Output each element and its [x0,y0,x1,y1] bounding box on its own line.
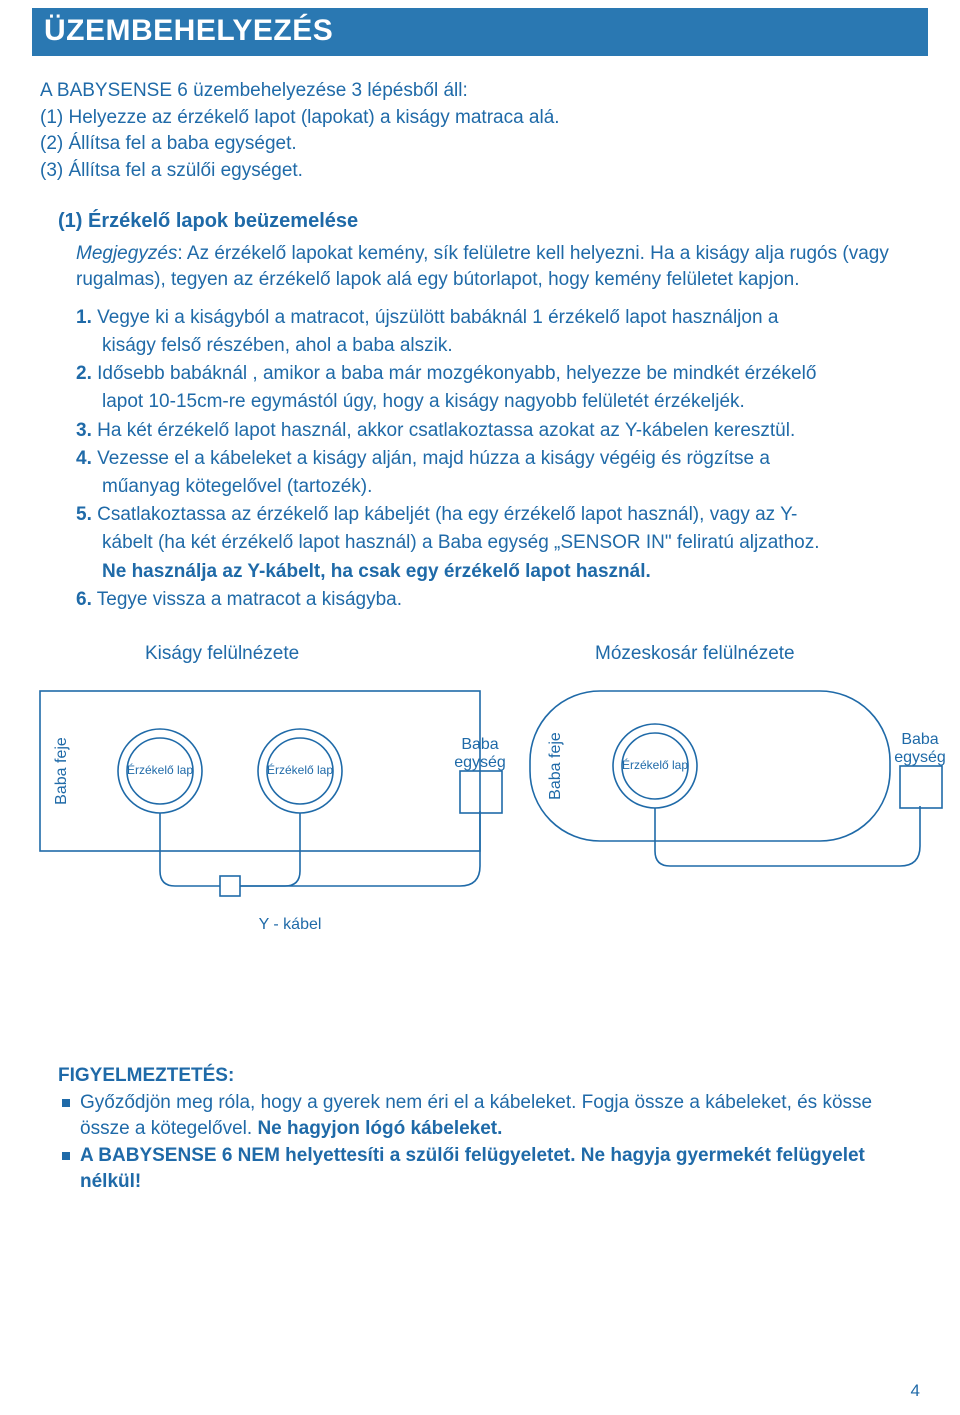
step-4-num: 4. [76,448,92,469]
crib-diagram: Baba feje Érzékelő lap Érzékelő lap Baba… [30,671,530,991]
baby-unit-label-right-1: Baba [901,731,938,748]
step-1-b: kiságy felső részében, ahol a baba alszi… [76,333,902,359]
warning-1-b: Ne hagyjon lógó kábeleket. [257,1118,502,1139]
step-3-a: Ha két érzékelő lapot használ, akkor csa… [92,420,795,441]
sensor-label-2: Érzékelő lap [267,762,333,777]
step-5-b: kábelt (ha két érzékelő lapot használ) a… [76,530,902,556]
step-1-num: 1. [76,307,92,328]
step-5-num: 5. [76,504,92,525]
baby-unit-label-right-2: egység [894,749,946,766]
y-cable-label: Y - kábel [259,916,322,933]
step-2-num: 2. [76,363,92,384]
baby-head-label-left: Baba feje [53,737,70,805]
intro-line-2: (1) Helyezze az érzékelő lapot (lapokat)… [40,105,920,132]
crib-title: Kiságy felülnézete [145,643,299,665]
diagrams-area: Kiságy felülnézete Mózeskosár felülnézet… [40,643,920,1003]
step-6-num: 6. [76,589,92,610]
warning-bullet-1: Győződjön meg róla, hogy a gyerek nem ér… [58,1090,910,1143]
section-1-note: Megjegyzés: Az érzékelő lapokat kemény, … [76,241,902,292]
title-bar: ÜZEMBEHELYEZÉS [32,8,928,56]
page-number: 4 [911,1381,920,1401]
step-1-a: Vegye ki a kiságyból a matracot, újszülö… [92,307,779,328]
steps-list: 1. Vegye ki a kiságyból a matracot, újsz… [76,305,902,613]
intro-line-1: A BABYSENSE 6 üzembehelyezése 3 lépésből… [40,78,920,105]
baby-unit-label-left-2: egység [454,754,506,771]
note-text: : Az érzékelő lapokat kemény, sík felüle… [76,243,889,290]
note-label: Megjegyzés [76,243,177,264]
basket-diagram: Baba feje Érzékelő lap Baba egység [520,671,960,891]
warning-heading: FIGYELMEZTETÉS: [58,1063,910,1090]
warning-2-a: A BABYSENSE 6 NEM helyettesíti a szülői … [80,1145,865,1193]
step-6-a: Tegye vissza a matracot a kiságyba. [92,589,402,610]
step-2-a: Idősebb babáknál , amikor a baba már moz… [92,363,817,384]
warning-block: FIGYELMEZTETÉS: Győződjön meg róla, hogy… [58,1063,910,1196]
sensor-label-1: Érzékelő lap [127,762,193,777]
intro-line-4: (3) Állítsa fel a szülői egységet. [40,158,920,185]
step-5-c: Ne használja az Y-kábelt, ha csak egy ér… [76,559,902,585]
step-4-b: műanyag kötegelővel (tartozék). [76,474,902,500]
intro-block: A BABYSENSE 6 üzembehelyezése 3 lépésből… [40,78,920,184]
section-1-heading: (1) Érzékelő lapok beüzemelése [58,210,920,233]
intro-line-3: (2) Állítsa fel a baba egységet. [40,131,920,158]
step-4-a: Vezesse el a kábeleket a kiságy alján, m… [92,448,770,469]
warning-bullet-2: A BABYSENSE 6 NEM helyettesíti a szülői … [58,1143,910,1196]
basket-title: Mózeskosár felülnézete [595,643,795,665]
step-3-num: 3. [76,420,92,441]
baby-unit-label-left-1: Baba [461,736,498,753]
sensor-label-3: Érzékelő lap [622,757,688,772]
step-2-b: lapot 10-15cm-re egymástól úgy, hogy a k… [76,389,902,415]
baby-head-label-right: Baba feje [547,732,564,800]
step-5-a: Csatlakoztassa az érzékelő lap kábeljét … [92,504,798,525]
